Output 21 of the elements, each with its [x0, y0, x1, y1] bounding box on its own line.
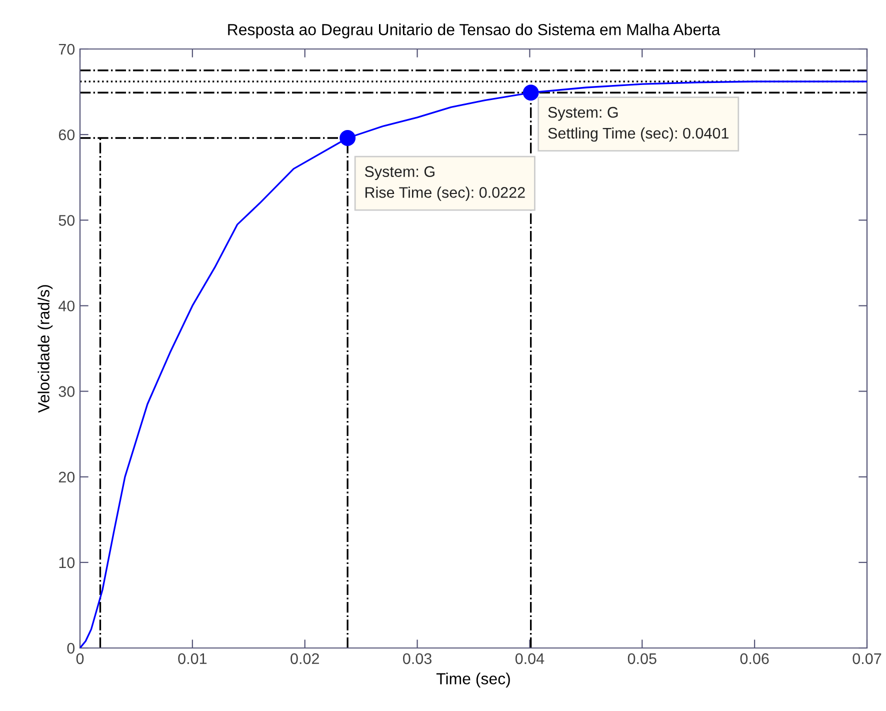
x-tick-label: 0.02: [290, 653, 319, 664]
x-tick-label: 0.07: [852, 653, 882, 664]
y-tick-label: 70: [58, 44, 75, 55]
x-tick-label: 0.03: [403, 653, 432, 664]
x-tick-label: 0: [76, 653, 84, 664]
y-tick-label: 60: [58, 129, 75, 140]
y-axis-title: Velocidade (rad/s): [38, 285, 53, 413]
y-tick-label: 20: [58, 472, 75, 483]
y-tick-label: 30: [58, 386, 75, 397]
y-tick-label: 0: [67, 642, 75, 654]
x-tick-label: 0.04: [515, 653, 544, 664]
y-tick-label: 10: [59, 557, 75, 568]
x-tick-label: 0.06: [740, 653, 769, 664]
x-tick-label: 0.01: [178, 653, 207, 664]
chart-title: Resposta ao Degrau Unitario de Tensao do Sistema em Malha Aberta: [228, 24, 720, 38]
annotation: System: G Rise Time (sec): 0.0222: [364, 166, 525, 201]
y-tick-label: 40: [58, 300, 75, 312]
x-tick-label: 0.05: [628, 653, 656, 664]
x-axis-title: Time (sec): [436, 672, 510, 688]
annotation: System: G Settling Time (sec): 0.0401: [548, 106, 728, 142]
y-tick-label: 50: [58, 215, 75, 226]
